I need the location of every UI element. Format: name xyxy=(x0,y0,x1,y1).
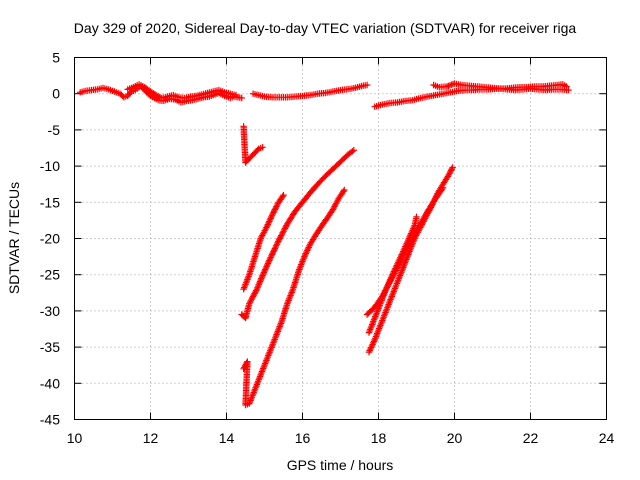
series-markers xyxy=(249,81,371,101)
series-markers xyxy=(430,80,572,94)
series-markers xyxy=(240,191,287,293)
series-5 xyxy=(240,191,287,293)
series-7 xyxy=(240,186,348,409)
series-2 xyxy=(124,81,240,102)
axis-ticks xyxy=(74,57,607,420)
series-markers xyxy=(124,81,240,102)
x-tick-label: 20 xyxy=(447,430,463,446)
x-tick-label: 16 xyxy=(295,430,311,446)
series-markers xyxy=(240,123,266,166)
y-axis-tick-labels: 5 0 -5 -10 -15 -20 -25 -30 -35 -40 -45 xyxy=(40,50,60,428)
y-tick-label: 5 xyxy=(52,50,60,66)
chart-title: Day 329 of 2020, Sidereal Day-to-day VTE… xyxy=(74,20,577,36)
series-markers xyxy=(77,82,245,106)
series-markers xyxy=(240,186,348,409)
series-3 xyxy=(240,123,266,166)
x-tick-label: 18 xyxy=(371,430,387,446)
x-tick-label: 10 xyxy=(67,430,83,446)
series-4 xyxy=(249,81,371,101)
y-tick-label: -30 xyxy=(40,303,60,319)
y-tick-label: -20 xyxy=(40,231,60,247)
series-1 xyxy=(77,82,245,106)
y-tick-label: -10 xyxy=(40,158,60,174)
y-tick-label: -25 xyxy=(40,267,60,283)
series-markers xyxy=(238,147,357,322)
x-tick-label: 12 xyxy=(143,430,159,446)
y-tick-label: -15 xyxy=(40,194,60,210)
y-tick-label: 0 xyxy=(52,86,60,102)
x-tick-label: 14 xyxy=(219,430,235,446)
y-tick-label: -40 xyxy=(40,375,60,391)
data-points xyxy=(77,80,572,409)
grid-lines xyxy=(74,57,607,420)
y-tick-label: -35 xyxy=(40,339,60,355)
y-tick-label: -5 xyxy=(48,122,61,138)
x-axis-label: GPS time / hours xyxy=(287,457,394,473)
series-12 xyxy=(365,164,456,356)
series-markers xyxy=(365,164,456,356)
series-9 xyxy=(430,80,572,94)
series-6 xyxy=(238,147,357,322)
y-axis-label: SDTVAR / TECUs xyxy=(6,182,22,294)
y-tick-label: -45 xyxy=(40,412,60,428)
x-axis-tick-labels: 10 12 14 16 18 20 22 24 xyxy=(67,430,615,446)
x-tick-label: 24 xyxy=(599,430,615,446)
x-tick-label: 22 xyxy=(523,430,539,446)
